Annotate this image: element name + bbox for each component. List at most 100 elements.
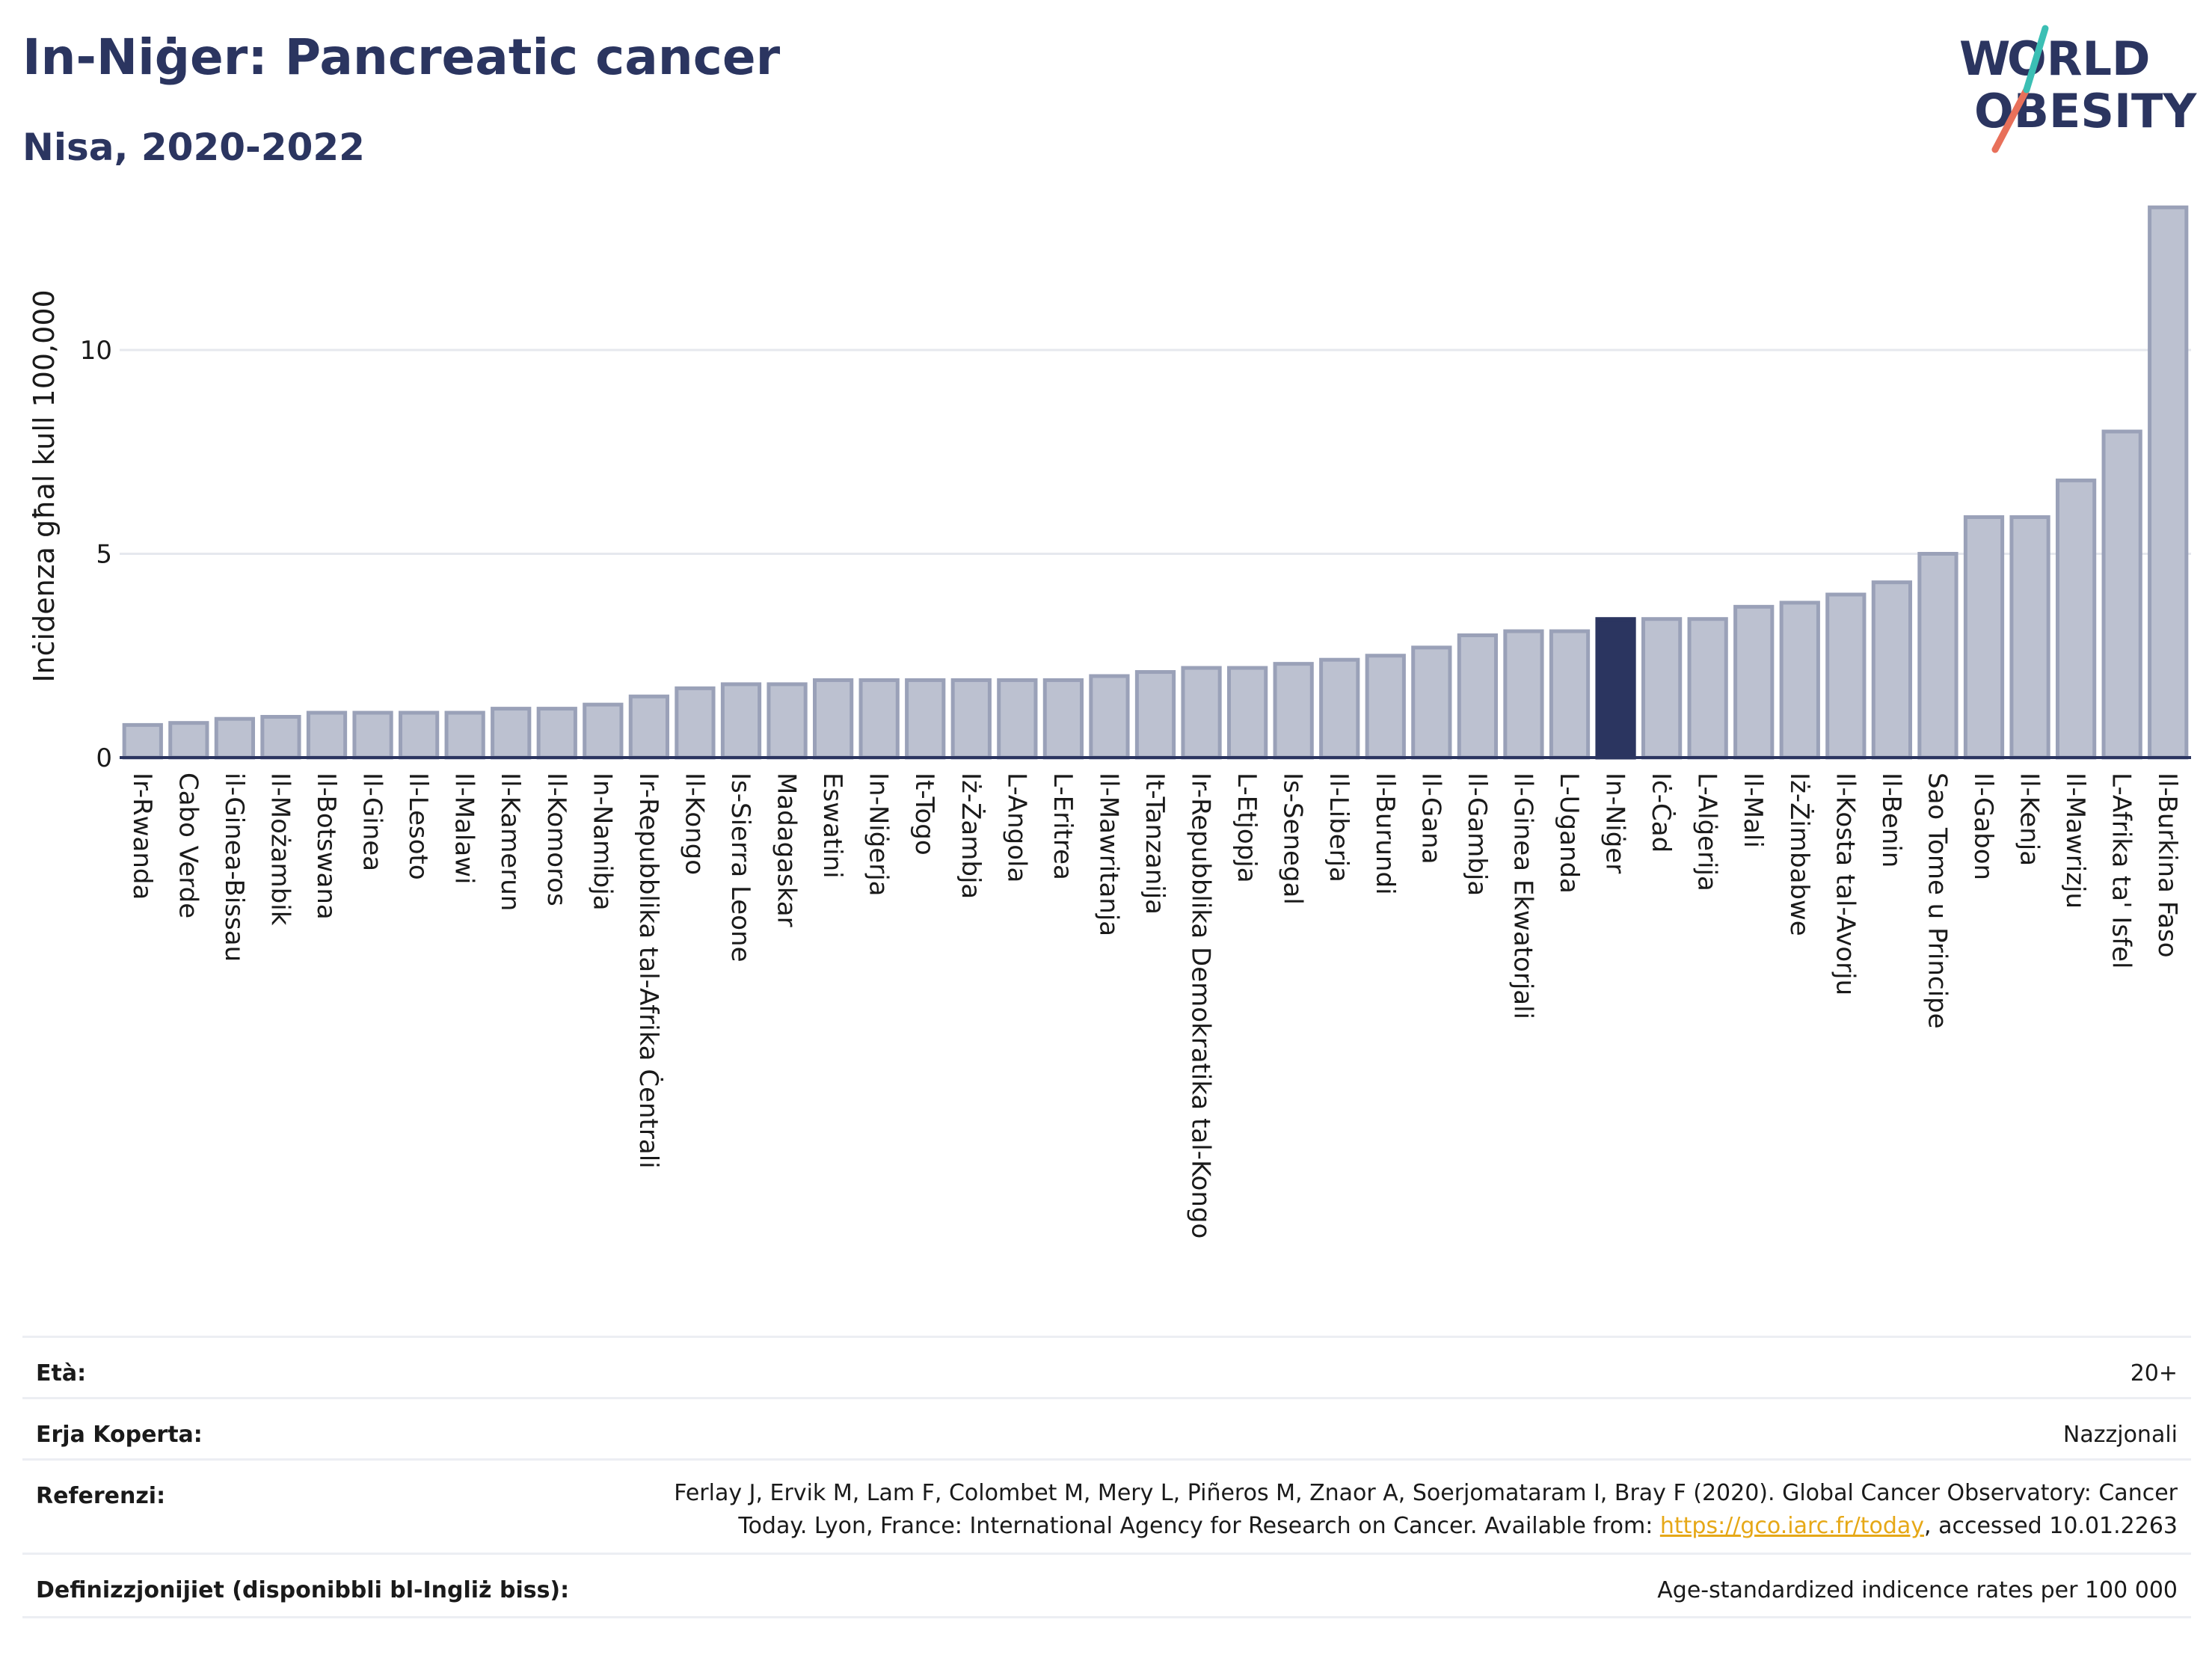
references-accessed: , accessed 10.01.2263: [1924, 1513, 2178, 1539]
x-tick-label: il-Ginea-Bissau: [219, 773, 249, 962]
bar[interactable]: [950, 678, 992, 760]
definitions-label: Definizzjonijiet (disponibbli bl-Ingliż …: [36, 1577, 570, 1603]
bar[interactable]: [1457, 633, 1499, 760]
references-line-1: Ferlay J, Ervik M, Lam F, Colombet M, Me…: [674, 1480, 2178, 1506]
world-obesity-logo: W ORLD OBESITY: [1959, 25, 2197, 153]
x-tick-label: Il-Ginea Ekwatorjali: [1508, 773, 1537, 1019]
age-label: Età:: [36, 1360, 87, 1387]
x-tick-label: Cabo Verde: [173, 773, 203, 918]
bar[interactable]: [352, 710, 393, 760]
bar[interactable]: [766, 682, 808, 760]
bar[interactable]: [2055, 478, 2097, 760]
x-tick-label: Iż-Żambja: [956, 773, 986, 899]
bar[interactable]: [122, 722, 163, 760]
meta-row-references: Referenzi: Ferlay J, Ervik M, Lam F, Col…: [22, 1458, 2191, 1555]
bar[interactable]: [997, 678, 1038, 760]
x-tick-label: Il-Mawritanja: [1093, 773, 1123, 936]
x-tick-label: Sao Tome u Principe: [1922, 773, 1952, 1029]
bar[interactable]: [1779, 601, 1820, 760]
bar[interactable]: [1042, 678, 1084, 760]
x-tick-label: Il-Mali: [1738, 773, 1768, 848]
bar[interactable]: [1641, 617, 1683, 760]
bar[interactable]: [1871, 580, 1913, 760]
bar[interactable]: [2101, 429, 2142, 760]
x-tick-label: L-Afrika ta' Isfel: [2107, 773, 2136, 968]
bar[interactable]: [1963, 515, 2005, 760]
bar[interactable]: [1825, 592, 1867, 760]
y-tick-label: 5: [96, 540, 112, 570]
page-subtitle: Nisa, 2020-2022: [22, 126, 365, 169]
bar[interactable]: [628, 694, 670, 760]
svg-text:W: W: [1959, 31, 2010, 86]
x-tick-label: Il-Kongo: [679, 773, 709, 875]
x-tick-label: In-Namibja: [587, 773, 617, 911]
bar[interactable]: [812, 678, 854, 760]
x-tick-label: In-Niġer: [1600, 773, 1630, 873]
bar[interactable]: [491, 707, 532, 760]
x-tick-label: Il-Komoros: [541, 773, 571, 906]
definitions-value: Age-standardized indicence rates per 100…: [1657, 1577, 2178, 1603]
references-link[interactable]: https://gco.iarc.fr/today: [1659, 1513, 1925, 1539]
y-tick-label: 10: [80, 336, 112, 366]
bar[interactable]: [536, 707, 577, 760]
x-tick-label: Il-Kenja: [2015, 773, 2044, 866]
bar[interactable]: [2009, 515, 2050, 760]
x-tick-label: Il-Kamerun: [495, 773, 525, 911]
x-tick-label: It-Tanzanija: [1140, 773, 1170, 915]
bar[interactable]: [1687, 617, 1728, 760]
bar[interactable]: [1503, 629, 1544, 760]
x-tick-label: Il-Liberja: [1324, 773, 1354, 882]
references-text: Ferlay J, Ervik M, Lam F, Colombet M, Me…: [532, 1477, 2178, 1543]
bar[interactable]: [1089, 674, 1130, 760]
meta-row-definitions: Definizzjonijiet (disponibbli bl-Ingliż …: [22, 1553, 2191, 1618]
area-value: Nazzjonali: [2062, 1422, 2178, 1448]
bar[interactable]: [1917, 552, 1958, 760]
bar[interactable]: [214, 716, 256, 760]
x-tick-label: L-Alġerija: [1692, 773, 1722, 891]
bar[interactable]: [260, 715, 301, 760]
bar[interactable]: [675, 686, 716, 760]
x-tick-label: Il-Lesoto: [403, 773, 433, 880]
x-tick-label: Iż-Żimbabwe: [1784, 773, 1814, 936]
bar[interactable]: [1365, 654, 1406, 760]
y-tick-label: 0: [96, 743, 112, 773]
bar[interactable]: [306, 710, 348, 760]
meta-row-age: Età: 20+: [22, 1336, 2191, 1399]
bar[interactable]: [444, 710, 485, 760]
x-tick-label: Madagaskar: [772, 773, 802, 927]
x-tick-label: Is-Sierra Leone: [725, 773, 755, 962]
area-label: Erja Koperta:: [36, 1422, 203, 1448]
bar[interactable]: [1181, 666, 1222, 760]
x-tick-label: In-Niġerja: [864, 773, 894, 896]
x-tick-label: Ir-Rwanda: [127, 773, 157, 900]
svg-text:OBESITY: OBESITY: [1974, 84, 2197, 138]
x-tick-label: Il-Botswana: [311, 773, 341, 920]
x-tick-label: Ir-Repubblika tal-Afrika Ċentrali: [633, 773, 664, 1169]
bar[interactable]: [1549, 629, 1591, 760]
bar[interactable]: [1134, 670, 1176, 760]
bar[interactable]: [2148, 205, 2189, 760]
bar[interactable]: [1411, 645, 1452, 760]
x-tick-label: Il-Gambja: [1462, 773, 1492, 896]
x-tick-label: Eswatini: [817, 773, 847, 879]
bar[interactable]: [1226, 666, 1268, 760]
meta-row-area: Erja Koperta: Nazzjonali: [22, 1397, 2191, 1461]
x-tick-label: Il-Burkina Faso: [2152, 773, 2182, 958]
bar[interactable]: [168, 721, 209, 760]
x-tick-label: L-Etjopja: [1232, 773, 1262, 883]
x-tick-label: L-Eritrea: [1048, 773, 1078, 880]
bar[interactable]: [858, 678, 900, 760]
x-tick-label: It-Togo: [909, 773, 939, 856]
bar-chart: 0 5 10 Ir-Rwanda Cabo Verde il-Ginea-Bissau I…: [28, 205, 2191, 1238]
bar[interactable]: [398, 710, 440, 760]
x-tick-label: Il-Możambik: [265, 773, 295, 926]
bar-highlight[interactable]: [1595, 617, 1636, 760]
x-tick-label: L-Angola: [1001, 773, 1031, 882]
bar[interactable]: [905, 678, 946, 760]
x-tick-label: Is-Senegal: [1278, 773, 1308, 905]
bar[interactable]: [583, 702, 624, 760]
bar[interactable]: [1319, 657, 1360, 760]
bar[interactable]: [1273, 662, 1314, 760]
bar[interactable]: [1733, 604, 1775, 760]
bar[interactable]: [720, 682, 762, 760]
